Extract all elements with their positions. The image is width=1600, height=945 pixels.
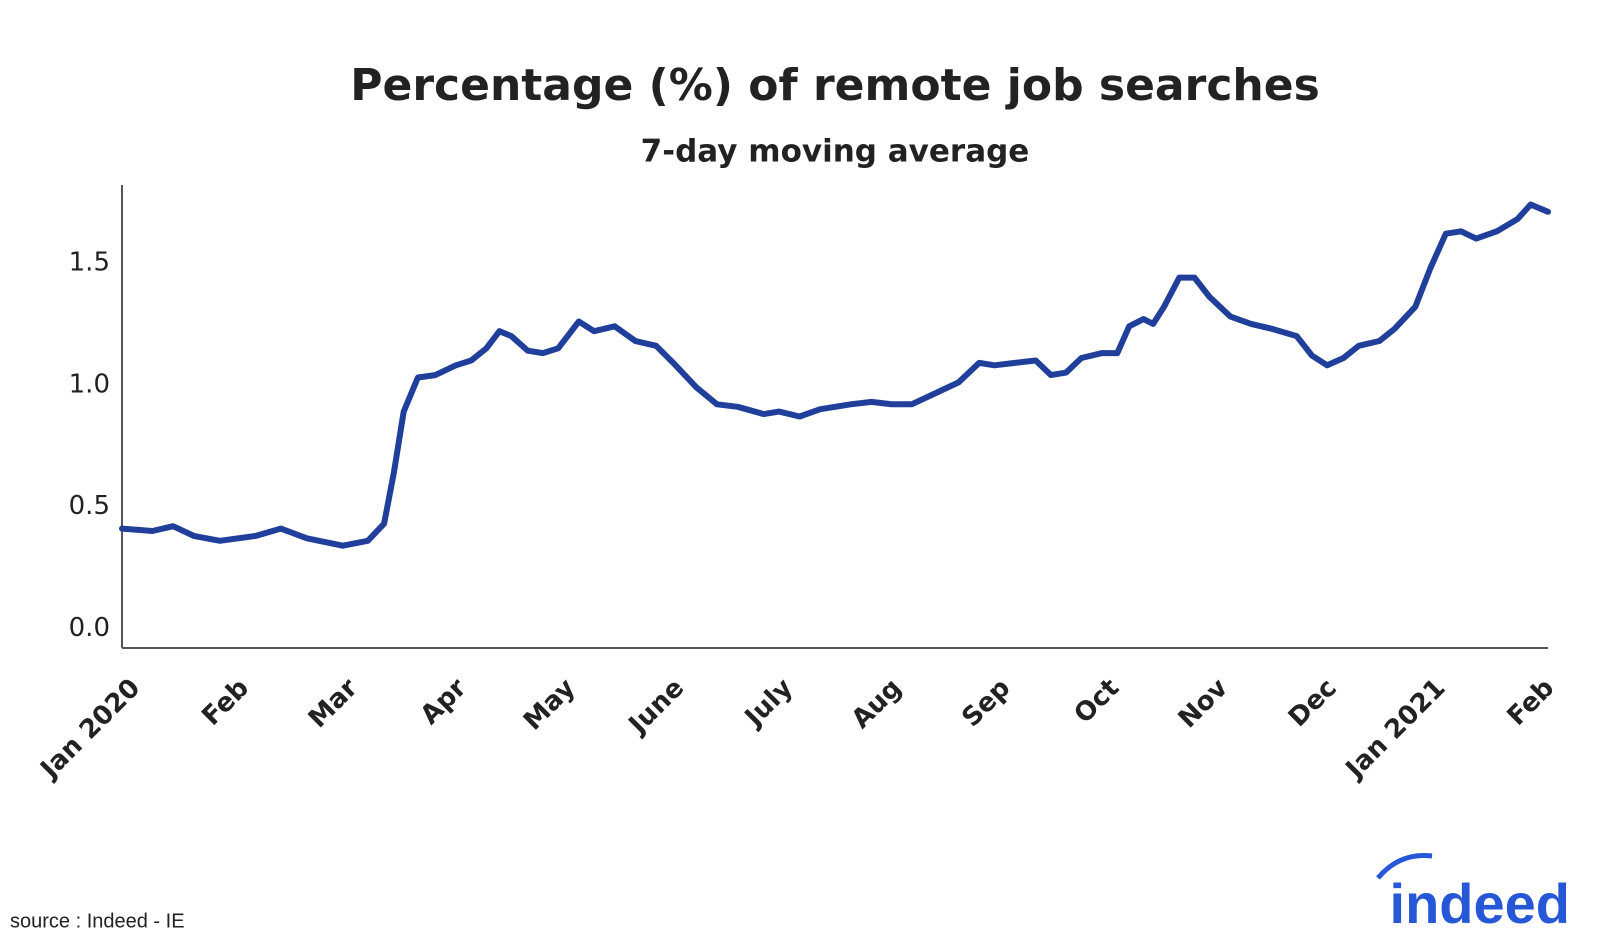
- x-tick-label: Oct: [1069, 673, 1126, 730]
- x-tick-label: Nov: [1173, 673, 1234, 734]
- y-tick-label: 1.5: [69, 247, 110, 277]
- x-tick-label: Jan 2020: [34, 673, 147, 786]
- chart-title: Percentage (%) of remote job searches: [350, 60, 1320, 111]
- x-tick-label: Mar: [303, 673, 364, 734]
- x-tick-label: Feb: [1502, 673, 1561, 732]
- y-tick-label: 1.0: [69, 369, 110, 399]
- x-tick-label: May: [518, 673, 581, 736]
- y-tick-label: 0.5: [69, 491, 110, 521]
- x-tick-label: Dec: [1283, 673, 1343, 733]
- data-line: [119, 201, 1551, 549]
- logo-arc: [1376, 852, 1433, 880]
- x-tick-label: Aug: [846, 673, 908, 735]
- y-tick-label: 0.0: [69, 613, 110, 643]
- source-note: source : Indeed - IE: [10, 910, 185, 932]
- x-tick-label: July: [738, 673, 799, 734]
- x-tick-label: Feb: [196, 673, 255, 732]
- chart-subtitle: 7-day moving average: [641, 134, 1030, 170]
- x-tick-label: Apr: [415, 673, 473, 731]
- x-tick-label: Jan 2021: [1339, 673, 1452, 786]
- x-tick-label: June: [622, 673, 690, 741]
- x-tick-label: Sep: [956, 673, 1016, 733]
- logo: indeed: [1390, 872, 1570, 935]
